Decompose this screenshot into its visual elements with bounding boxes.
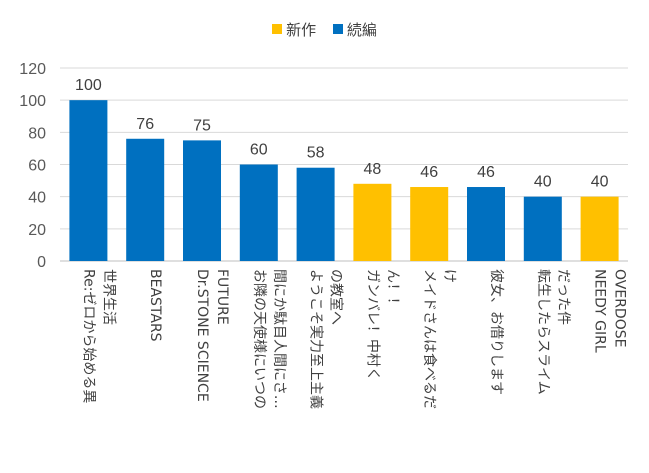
- bar: [183, 140, 221, 261]
- x-tick-label: NEEDY GIRL: [592, 269, 608, 353]
- x-tick-label: 間にか駄目人間にさ…: [271, 269, 287, 409]
- data-label: 60: [250, 142, 268, 159]
- bar: [523, 196, 562, 261]
- y-tick-label: 0: [37, 254, 46, 271]
- x-tick-label: OVERDOSE: [612, 269, 628, 347]
- data-label: 46: [477, 164, 495, 181]
- legend-swatch-sequel: [332, 24, 343, 34]
- x-tick-label: け: [441, 269, 457, 283]
- bar: [353, 183, 392, 261]
- x-tick-label: ようこそ実力至上主義: [308, 269, 325, 409]
- data-label: 40: [591, 174, 609, 191]
- legend-swatch-new: [272, 24, 283, 34]
- bar: [467, 187, 505, 261]
- x-tick-label: BEASTARS: [147, 269, 163, 342]
- legend: 新作 続編: [0, 19, 649, 40]
- x-tick-label: だった件: [555, 269, 571, 325]
- legend-label-new: 新作: [286, 21, 317, 39]
- data-label: 100: [75, 77, 102, 94]
- data-label: 75: [193, 117, 211, 134]
- legend-label-sequel: 続編: [346, 21, 377, 39]
- y-tick-label: 40: [28, 190, 46, 207]
- bar: [239, 164, 278, 261]
- y-tick-label: 120: [19, 61, 46, 78]
- bar: [580, 196, 619, 261]
- x-tick-label: 彼女、お借りします: [488, 269, 505, 395]
- x-tick-label: FUTURE: [214, 269, 230, 325]
- x-tick-label: メイドさんは食べるだ: [421, 269, 438, 409]
- x-tick-label: Dr.STONE SCIENCE: [194, 269, 210, 402]
- x-tick-label: お隣の天使様にいつの: [251, 269, 268, 409]
- x-tick-label: ん！！: [384, 269, 400, 311]
- y-tick-label: 80: [28, 125, 46, 142]
- x-tick-label: Re:ゼロから始める異: [80, 269, 96, 403]
- y-tick-label: 60: [28, 158, 46, 175]
- y-tick-label: 100: [19, 93, 46, 110]
- data-label: 40: [534, 174, 552, 191]
- legend-item-new: 新作: [272, 19, 316, 40]
- x-tick-label: 転生したらスライム: [535, 269, 551, 395]
- bar: [126, 138, 165, 261]
- bar: [410, 187, 449, 261]
- x-tick-label: 世界生活: [100, 269, 116, 325]
- y-tick-label: 20: [28, 222, 46, 239]
- data-label: 76: [136, 116, 154, 133]
- data-label: 48: [364, 161, 382, 178]
- data-label: 46: [420, 164, 438, 181]
- data-label: 58: [307, 145, 325, 162]
- x-tick-label: ガンバレ！中村く: [364, 269, 380, 381]
- bar: [296, 167, 335, 261]
- bar: [69, 100, 108, 262]
- legend-item-sequel: 続編: [332, 19, 377, 40]
- x-tick-label: の教室へ: [328, 269, 345, 325]
